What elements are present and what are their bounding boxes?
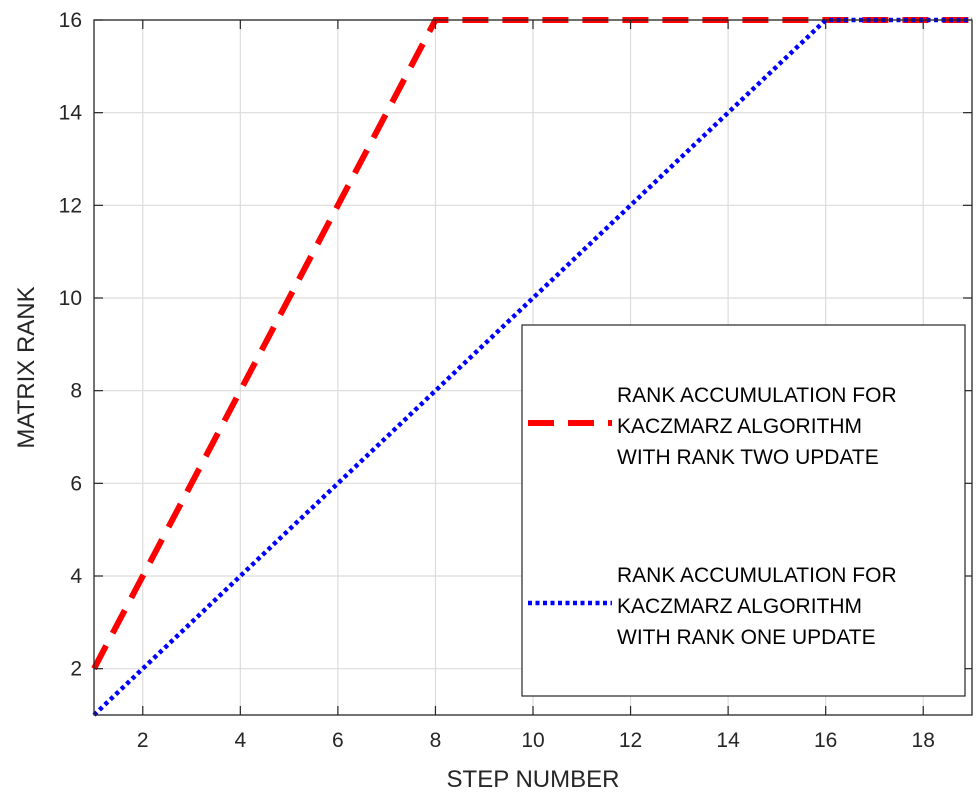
- y-axis-title: MATRIX RANK: [13, 286, 40, 448]
- x-tick-label: 14: [716, 729, 740, 752]
- x-tick-label: 6: [332, 729, 344, 752]
- y-tick-label: 14: [59, 102, 83, 125]
- x-tick-label: 2: [137, 729, 149, 752]
- y-tick-label: 10: [59, 287, 82, 310]
- legend-label: KACZMARZ ALGORITHM: [617, 415, 862, 438]
- x-tick-label: 4: [234, 729, 246, 752]
- x-tick-label: 18: [912, 729, 935, 752]
- legend-label: RANK ACCUMULATION FOR: [617, 564, 897, 587]
- y-tick-label: 8: [70, 380, 82, 403]
- x-tick-label: 8: [430, 729, 442, 752]
- legend-label: WITH RANK TWO UPDATE: [617, 446, 879, 469]
- legend-label: RANK ACCUMULATION FOR: [617, 384, 897, 407]
- y-tick-label: 6: [70, 472, 82, 495]
- y-tick-label: 16: [59, 9, 82, 32]
- x-tick-labels: 2 4 6 8 10 12 14 16 18: [137, 729, 935, 752]
- legend-label: KACZMARZ ALGORITHM: [617, 595, 862, 618]
- y-tick-labels: 2 4 6 8 10 12 14 16: [59, 9, 83, 681]
- y-tick-label: 4: [70, 565, 82, 588]
- x-tick-label: 16: [814, 729, 837, 752]
- legend: RANK ACCUMULATION FOR KACZMARZ ALGORITHM W…: [521, 324, 966, 697]
- x-axis-title: STEP NUMBER: [447, 766, 620, 793]
- y-tick-label: 12: [59, 194, 82, 217]
- x-tick-label: 10: [521, 729, 544, 752]
- legend-box: [521, 324, 966, 697]
- x-tick-label: 12: [619, 729, 642, 752]
- y-tick-label: 2: [70, 658, 82, 681]
- legend-label: WITH RANK ONE UPDATE: [617, 626, 876, 649]
